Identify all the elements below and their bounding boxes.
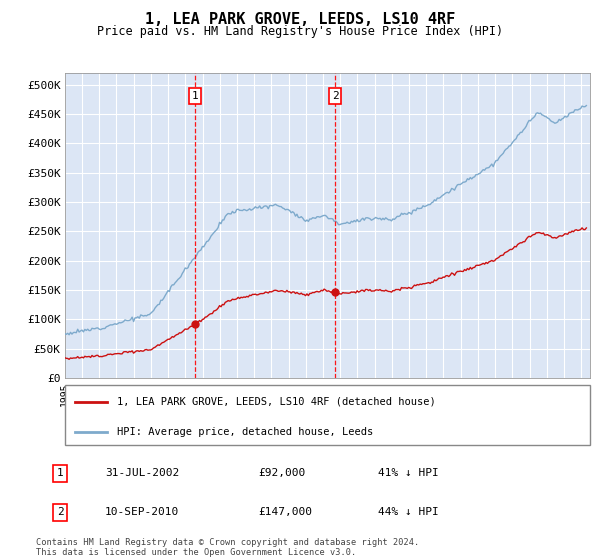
Text: 41% ↓ HPI: 41% ↓ HPI	[378, 468, 439, 478]
Text: 1, LEA PARK GROVE, LEEDS, LS10 4RF: 1, LEA PARK GROVE, LEEDS, LS10 4RF	[145, 12, 455, 27]
Text: HPI: Average price, detached house, Leeds: HPI: Average price, detached house, Leed…	[118, 427, 374, 437]
Text: 1: 1	[56, 468, 64, 478]
Text: 44% ↓ HPI: 44% ↓ HPI	[378, 507, 439, 517]
Text: 2: 2	[332, 91, 338, 101]
Text: £147,000: £147,000	[258, 507, 312, 517]
Text: 10-SEP-2010: 10-SEP-2010	[105, 507, 179, 517]
FancyBboxPatch shape	[65, 385, 590, 445]
Text: 31-JUL-2002: 31-JUL-2002	[105, 468, 179, 478]
Text: 1: 1	[192, 91, 199, 101]
Text: Contains HM Land Registry data © Crown copyright and database right 2024.
This d: Contains HM Land Registry data © Crown c…	[36, 538, 419, 557]
Text: £92,000: £92,000	[258, 468, 305, 478]
Text: Price paid vs. HM Land Registry's House Price Index (HPI): Price paid vs. HM Land Registry's House …	[97, 25, 503, 38]
Text: 2: 2	[56, 507, 64, 517]
Text: 1, LEA PARK GROVE, LEEDS, LS10 4RF (detached house): 1, LEA PARK GROVE, LEEDS, LS10 4RF (deta…	[118, 396, 436, 407]
